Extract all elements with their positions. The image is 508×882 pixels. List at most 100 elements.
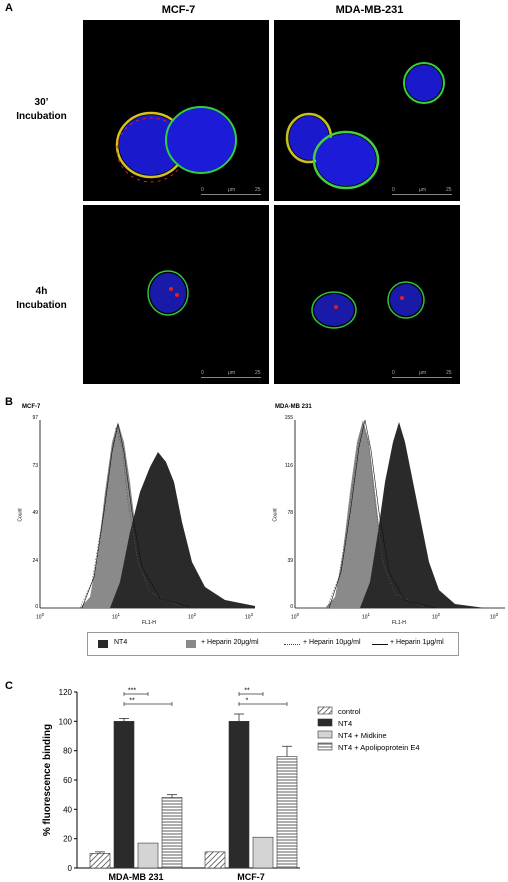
hist2-ytick: 116 bbox=[285, 463, 293, 469]
significance-label: ** bbox=[129, 698, 135, 705]
category-label: MDA-MB 231 bbox=[108, 872, 163, 882]
bar-nt4 bbox=[113, 721, 135, 869]
hist1-xtick: 102 bbox=[188, 612, 196, 621]
panel-c-letter: C bbox=[5, 680, 13, 692]
hist1-ytick: 97 bbox=[32, 415, 38, 421]
legend-swatch bbox=[317, 718, 333, 727]
hist2-ylabel: Count bbox=[272, 508, 279, 522]
hist1-ytick: 49 bbox=[32, 510, 38, 516]
histogram-legend: NT4 + Heparin 20μg/ml + Heparin 10μg/ml … bbox=[87, 632, 459, 656]
scalebar-start: 0 bbox=[201, 370, 204, 376]
significance-label: ** bbox=[244, 688, 250, 695]
hist1-xtick: 100 bbox=[36, 612, 44, 621]
histogram-mcf7-title: MCF-7 bbox=[22, 404, 41, 410]
y-tick-label: 80 bbox=[63, 747, 72, 756]
scalebar-end: 25 bbox=[255, 370, 261, 376]
micrograph-mcf7-4h: 0 μm 25 bbox=[83, 205, 269, 384]
category-label: MCF-7 bbox=[237, 872, 265, 882]
bars: MDA-MB 231 MCF-7 bbox=[89, 713, 298, 882]
hist1-ytick: 0 bbox=[35, 604, 38, 610]
hist1-ytick: 73 bbox=[32, 463, 38, 469]
hist2-xlabel: FL1-H bbox=[392, 620, 406, 626]
row-title-30min-line1: 30’ bbox=[34, 97, 49, 108]
legend-swatch-heparin20 bbox=[186, 640, 196, 648]
scalebar bbox=[201, 377, 261, 378]
hist1-xtick: 101 bbox=[112, 612, 120, 621]
scalebar bbox=[201, 194, 261, 195]
hist2-ytick: 155 bbox=[284, 415, 293, 421]
hist2-xtick: 101 bbox=[362, 612, 370, 621]
y-axis-label: % fluorescence binding bbox=[42, 724, 53, 836]
panel-b-letter: B bbox=[5, 396, 13, 408]
y-tick-label: 40 bbox=[63, 805, 72, 814]
y-tick-label: 100 bbox=[59, 717, 73, 726]
cells-image bbox=[115, 106, 237, 183]
bar-control bbox=[89, 853, 111, 869]
row-title-4h-line1: 4h bbox=[35, 286, 48, 297]
column-title-mcf7: MCF-7 bbox=[161, 4, 196, 16]
column-title-mdamb231: MDA-MB-231 bbox=[335, 4, 404, 16]
hist1-xtick: 103 bbox=[245, 612, 253, 621]
legend-swatch bbox=[317, 706, 333, 715]
hist2-xtick: 103 bbox=[490, 612, 498, 621]
cells-image bbox=[147, 270, 189, 316]
histogram-mdamb231 bbox=[294, 419, 505, 609]
legend-swatch bbox=[317, 730, 333, 739]
row-title-4h-line2: Incubation bbox=[16, 300, 67, 311]
y-tick-label: 60 bbox=[63, 776, 72, 785]
hist1-ylabel: Count bbox=[17, 508, 24, 522]
legend-label-heparin10: + Heparin 10μg/ml bbox=[303, 639, 361, 646]
scalebar-end: 25 bbox=[255, 187, 261, 193]
scalebar bbox=[392, 194, 452, 195]
hist1-ytick: 24 bbox=[32, 558, 38, 564]
bar-chart: % fluorescence binding 0 20 40 60 80 100 120 M… bbox=[42, 688, 420, 882]
legend-label-heparin1: + Heparin 1μg/ml bbox=[390, 639, 444, 646]
bar-legend: control NT4 NT4 + Midkine NT4 + Apolipoprot… bbox=[317, 706, 420, 752]
bar-nt4 bbox=[228, 721, 250, 869]
legend-swatch bbox=[317, 742, 333, 751]
hist2-ytick: 39 bbox=[287, 558, 293, 564]
scalebar-start: 0 bbox=[392, 187, 395, 193]
hist2-xtick: 102 bbox=[432, 612, 440, 621]
legend-swatch-heparin10 bbox=[284, 644, 300, 645]
bar-nt4-midkine bbox=[252, 836, 274, 869]
scalebar-unit: μm bbox=[228, 187, 236, 193]
legend-swatch-heparin1 bbox=[372, 644, 388, 645]
micrograph-mcf7-30min: 0 μm 25 bbox=[83, 20, 269, 201]
scalebar-unit: μm bbox=[228, 370, 236, 376]
legend-label: NT4 + Midkine bbox=[338, 731, 387, 740]
bar-nt4-apolipoprotein-e4 bbox=[161, 797, 183, 869]
legend-label-nt4: NT4 bbox=[114, 639, 128, 646]
row-title-30min: 30’ Incubation bbox=[0, 96, 83, 124]
hist2-ytick: 78 bbox=[287, 510, 293, 516]
scalebar-unit: μm bbox=[419, 370, 427, 376]
legend-label: control bbox=[338, 707, 361, 716]
legend-label: NT4 bbox=[338, 719, 352, 728]
cells-image bbox=[285, 62, 445, 190]
legend-swatch-nt4 bbox=[98, 640, 108, 648]
panel-a-letter: A bbox=[5, 2, 13, 14]
y-tick-label: 20 bbox=[63, 835, 72, 844]
hist2-ytick: 0 bbox=[290, 604, 293, 610]
micrograph-mdamb231-30min: 0 μm 25 bbox=[274, 20, 460, 201]
scalebar-start: 0 bbox=[201, 187, 204, 193]
y-tick-label: 120 bbox=[59, 688, 73, 697]
significance-label: * bbox=[246, 698, 249, 705]
bar-control bbox=[204, 851, 226, 869]
cells-image bbox=[311, 281, 425, 329]
row-title-30min-line2: Incubation bbox=[16, 111, 67, 122]
legend-label-heparin20: + Heparin 20μg/ml bbox=[201, 639, 259, 646]
scalebar-end: 25 bbox=[446, 370, 452, 376]
y-tick-label: 0 bbox=[68, 864, 73, 873]
significance-label: *** bbox=[128, 688, 136, 695]
significance-brackets: ******** bbox=[123, 688, 288, 706]
scalebar-end: 25 bbox=[446, 187, 452, 193]
bar-nt4-midkine bbox=[137, 842, 159, 869]
hist2-xtick: 100 bbox=[291, 612, 299, 621]
micrograph-mdamb231-4h: 0 μm 25 bbox=[274, 205, 460, 384]
legend-label: NT4 + Apolipoprotein E4 bbox=[338, 743, 420, 752]
bar-nt4-apolipoprotein-e4 bbox=[276, 756, 298, 869]
hist1-xlabel: FL1-H bbox=[142, 620, 156, 626]
row-title-4h: 4h Incubation bbox=[0, 285, 83, 313]
histogram-mdamb231-title: MDA-MB 231 bbox=[275, 404, 312, 410]
